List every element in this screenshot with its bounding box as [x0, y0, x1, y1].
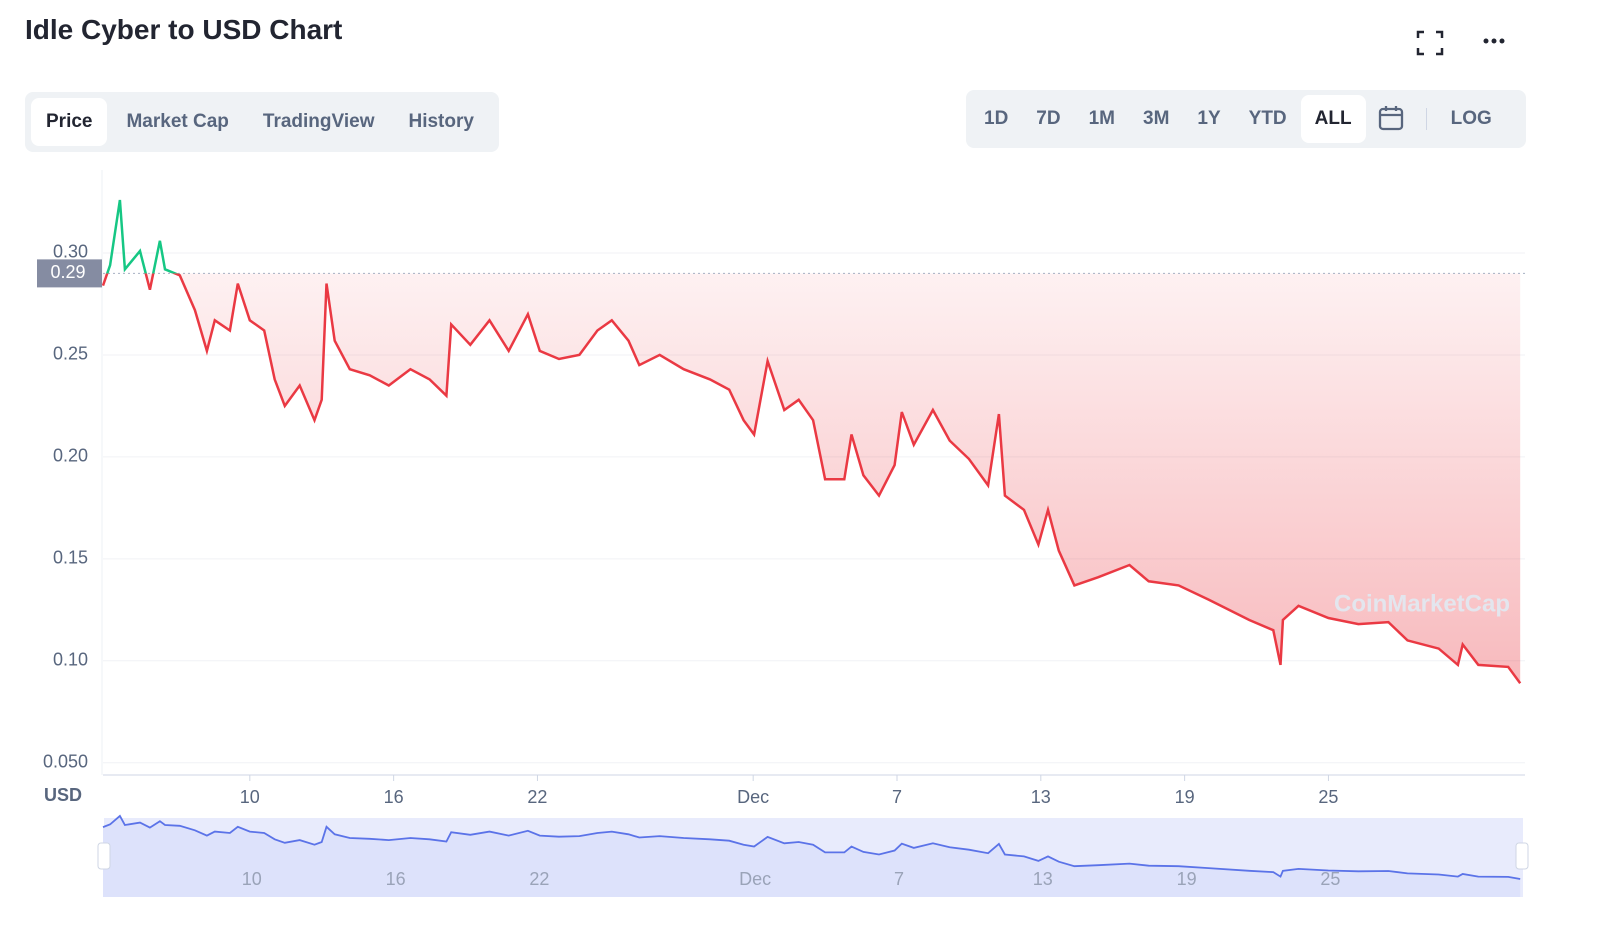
x-tick-label: 7	[892, 787, 902, 807]
navigator-tick-label: 22	[529, 869, 549, 889]
y-tick-label: 0.10	[53, 650, 88, 670]
watermark: CoinMarketCap	[1334, 590, 1510, 617]
more-dot[interactable]	[1491, 38, 1497, 44]
tab-bar: Price Market Cap TradingView History	[25, 92, 499, 152]
y-tick-label: 0.30	[53, 242, 88, 262]
navigator-line	[102, 814, 1521, 880]
price-badge	[37, 259, 102, 288]
fullscreen-icon[interactable]	[1416, 30, 1444, 56]
navigator-tick-label: 16	[386, 869, 406, 889]
range-button[interactable]: 1D	[984, 108, 1009, 129]
toolbar-icons	[1416, 30, 1505, 56]
tab[interactable]: History	[408, 111, 474, 132]
navigator-tick-label: 7	[894, 869, 904, 889]
x-tick-label: 19	[1175, 787, 1195, 807]
x-tick-label: 16	[384, 787, 404, 807]
navigator-area	[103, 815, 1521, 897]
range-button[interactable]: 1M	[1088, 108, 1115, 129]
range-button[interactable]: YTD	[1248, 108, 1287, 129]
x-tick-label: 22	[527, 787, 547, 807]
page-title: Idle Cyber to USD Chart	[25, 14, 343, 45]
calendar-icon[interactable]	[1366, 104, 1416, 134]
navigator-tick-label: Dec	[739, 869, 771, 889]
navigator-tick-label: 25	[1320, 869, 1340, 889]
price-badge-label: 0.29	[50, 262, 85, 282]
y-tick-label: 0.050	[43, 752, 88, 772]
navigator-tick-label: 13	[1033, 869, 1053, 889]
price-line	[101, 273, 1522, 684]
more-dot[interactable]	[1499, 38, 1505, 44]
range-button[interactable]: ALL	[1300, 95, 1366, 143]
navigator-tick-label: 19	[1177, 869, 1197, 889]
price-line-up	[105, 199, 179, 274]
more-dot[interactable]	[1483, 38, 1489, 44]
range-button[interactable]: 1Y	[1197, 108, 1221, 129]
navigator-bg	[104, 818, 1523, 897]
x-tick-label: 25	[1318, 787, 1338, 807]
price-area	[103, 273, 1521, 684]
x-tick-label: 10	[240, 787, 260, 807]
navigator-handle[interactable]	[97, 842, 111, 870]
y-tick-label: 0.20	[53, 446, 88, 466]
tab[interactable]: Price	[31, 98, 108, 146]
log-button[interactable]: LOG	[1450, 108, 1492, 129]
navigator-handle[interactable]	[1515, 842, 1529, 870]
tab[interactable]: Market Cap	[126, 111, 229, 132]
range-bar: 1D 7D 1M 3M 1Y YTD ALL LOG	[966, 90, 1526, 148]
x-tick-label: 13	[1031, 787, 1051, 807]
y-tick-label: 0.25	[53, 344, 88, 364]
range-button[interactable]: 3M	[1143, 108, 1170, 129]
separator	[1425, 108, 1427, 130]
tab[interactable]: TradingView	[262, 111, 375, 132]
y-tick-label: 0.15	[53, 548, 88, 568]
currency-label: USD	[44, 785, 82, 805]
navigator-tick-label: 10	[242, 869, 262, 889]
x-tick-label: Dec	[737, 787, 769, 807]
range-button[interactable]: 7D	[1036, 108, 1061, 129]
